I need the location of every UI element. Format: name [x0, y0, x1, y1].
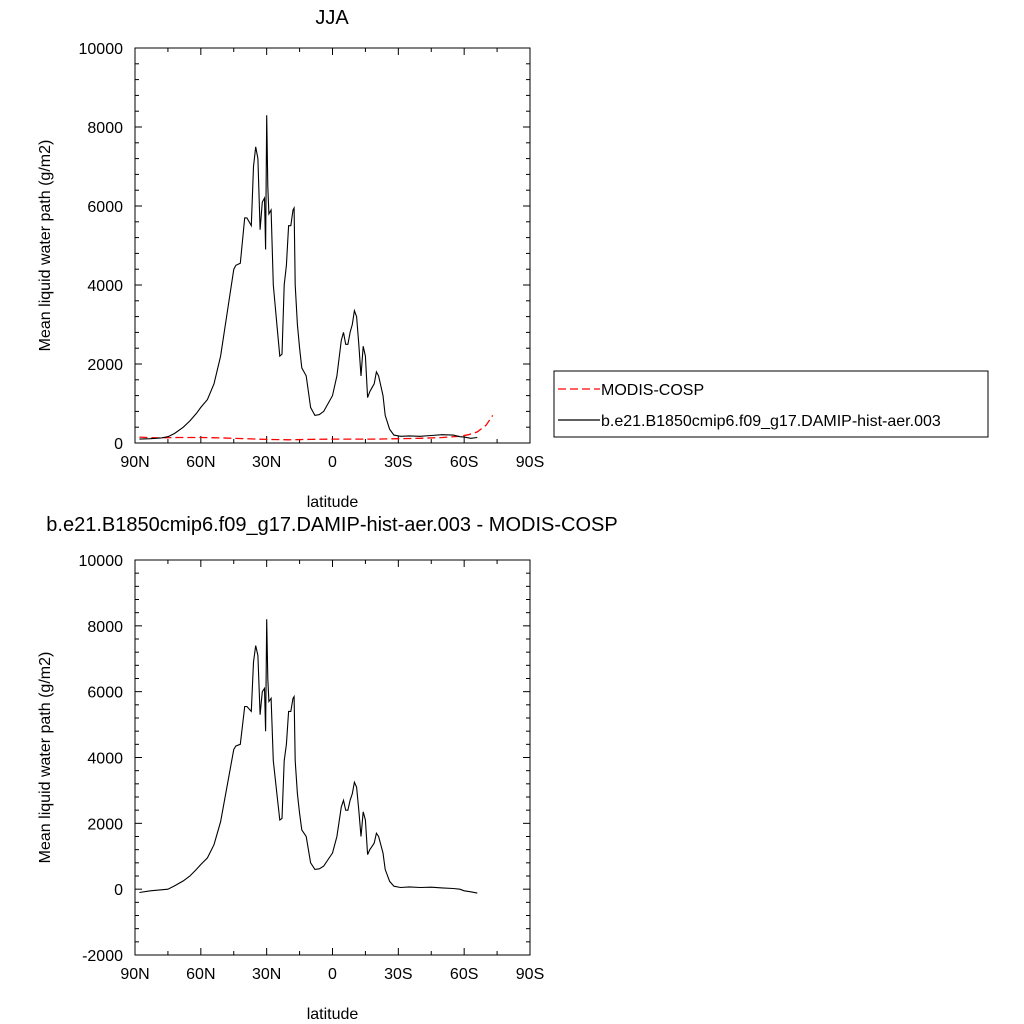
x-tick-label: 0 — [328, 454, 337, 471]
legend-box — [553, 370, 989, 438]
x-tick-label: 30S — [384, 454, 412, 471]
x-tick-label: 60N — [186, 966, 215, 983]
y-tick-label: 2000 — [87, 816, 123, 833]
series-line-difference — [139, 619, 478, 894]
chart-title: JJA — [315, 7, 349, 29]
y-tick-label: 6000 — [87, 199, 123, 216]
x-tick-label: 60S — [450, 454, 478, 471]
bottom-panel: 90N 60N 30N 0 30S 60S 90S -2000 0 2000 4000 6000 800… — [37, 514, 618, 1023]
series-line-b-e21-b1850cmip6-f09-g17-damip-hist-aer-003 — [139, 115, 478, 440]
series-line-modis-cosp — [139, 415, 494, 441]
x-tick-label: 90N — [120, 454, 149, 471]
y-axis-label: Mean liquid water path (g/m2) — [37, 140, 54, 352]
legend-label: b.e21.B1850cmip6.f09_g17.DAMIP-hist-aer.… — [601, 413, 941, 430]
x-tick-label: 90S — [516, 966, 544, 983]
x-tick-label: 0 — [328, 966, 337, 983]
legend: MODIS-COSP b.e21.B1850cmip6.f09_g17.DAMIP… — [553, 370, 989, 438]
y-tick-label: 4000 — [87, 751, 123, 768]
x-tick-label: 90S — [516, 454, 544, 471]
y-tick-label: 0 — [114, 436, 123, 453]
y-axis-label: Mean liquid water path (g/m2) — [37, 652, 54, 864]
x-tick-label: 60N — [186, 454, 215, 471]
x-tick-label: 30N — [252, 966, 281, 983]
x-tick-label: 30N — [252, 454, 281, 471]
plot-frame — [134, 559, 531, 956]
legend-label: MODIS-COSP — [601, 382, 704, 399]
x-tick-label: 90N — [120, 966, 149, 983]
chart-title: b.e21.B1850cmip6.f09_g17.DAMIP-hist-aer.… — [46, 514, 617, 536]
y-tick-label: 2000 — [87, 357, 123, 374]
y-tick-label: 10000 — [79, 41, 124, 58]
x-axis-label: latitude — [307, 494, 359, 511]
y-tick-label: 8000 — [87, 120, 123, 137]
plot-frame — [134, 47, 531, 444]
y-tick-label: 0 — [114, 882, 123, 899]
y-tick-label: 10000 — [79, 553, 124, 570]
x-tick-label: 60S — [450, 966, 478, 983]
y-tick-label: 4000 — [87, 278, 123, 295]
y-tick-label: 8000 — [87, 619, 123, 636]
x-axis-label: latitude — [307, 1006, 359, 1023]
y-tick-label: -2000 — [82, 948, 123, 965]
top-panel: 90N 60N 30N 0 30S 60S 90S 0 2000 4000 6000 8000 1000… — [37, 7, 544, 511]
y-tick-label: 6000 — [87, 685, 123, 702]
x-tick-label: 30S — [384, 966, 412, 983]
